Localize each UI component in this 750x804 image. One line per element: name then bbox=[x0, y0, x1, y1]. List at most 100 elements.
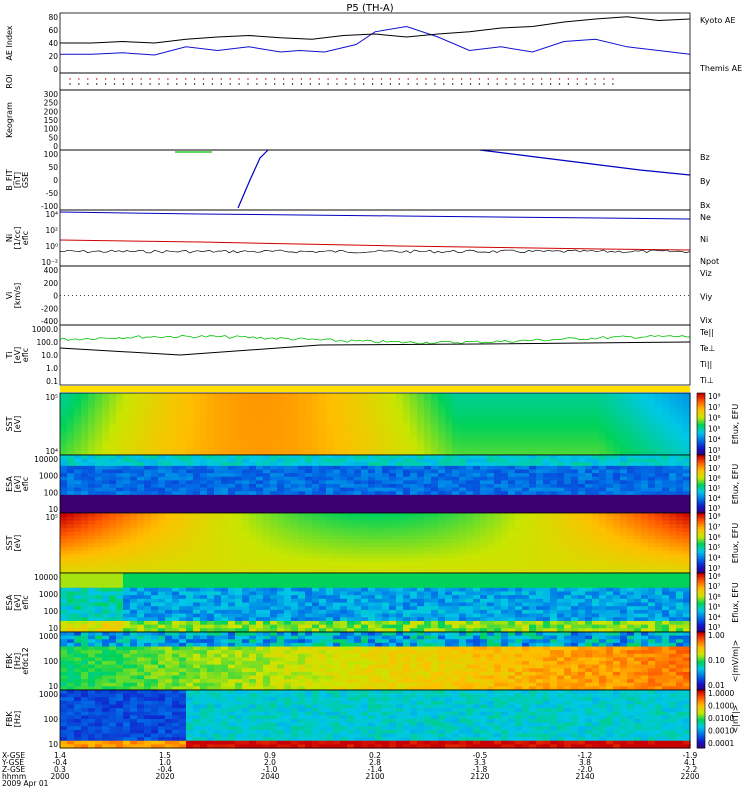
spectrogram-cell bbox=[452, 393, 460, 397]
spectrogram-cell bbox=[543, 432, 551, 436]
spectrogram-cell bbox=[375, 466, 383, 470]
roi-dot bbox=[363, 83, 364, 84]
spectrogram-cell bbox=[319, 551, 327, 555]
spectrogram-cell bbox=[270, 536, 278, 540]
spectrogram-cell bbox=[284, 397, 292, 401]
spectrogram-cell bbox=[165, 573, 173, 577]
spectrogram-cell bbox=[95, 466, 103, 470]
spectrogram-cell bbox=[515, 397, 523, 401]
spectrogram-cell bbox=[88, 580, 96, 584]
spectrogram-cell bbox=[403, 517, 411, 521]
spectrogram-cell bbox=[655, 455, 663, 459]
spectrogram-cell bbox=[396, 473, 404, 477]
spectrogram-cell bbox=[494, 521, 502, 525]
spectrogram-cell bbox=[515, 462, 523, 466]
spectrogram-cell bbox=[256, 477, 264, 481]
spectrogram-cell bbox=[193, 420, 201, 424]
spectrogram-cell bbox=[242, 455, 250, 459]
spectrogram-cell bbox=[403, 528, 411, 532]
spectrogram-cell bbox=[669, 543, 677, 547]
spectrogram-cell bbox=[410, 393, 418, 397]
spectrogram-cell bbox=[165, 502, 173, 506]
spectrogram-cell bbox=[634, 440, 642, 444]
spectrogram-cell bbox=[158, 424, 166, 428]
spectrogram-cell bbox=[389, 539, 397, 543]
spectrogram-cell bbox=[193, 462, 201, 466]
spectrogram-cell bbox=[340, 462, 348, 466]
spectrogram-cell bbox=[67, 606, 75, 610]
roi-dot bbox=[96, 78, 97, 79]
spectrogram-cell bbox=[382, 424, 390, 428]
spectrogram-cell bbox=[459, 473, 467, 477]
spectrogram-cell bbox=[466, 524, 474, 528]
spectrogram-cell bbox=[529, 506, 537, 510]
spectrogram-cell bbox=[676, 524, 684, 528]
spectrogram-cell bbox=[186, 401, 194, 405]
spectrogram-cell bbox=[550, 459, 558, 463]
spectrogram-cell bbox=[270, 524, 278, 528]
spectrogram-cell bbox=[613, 528, 621, 532]
spectrogram-cell bbox=[431, 428, 439, 432]
spectrogram-cell bbox=[487, 536, 495, 540]
spectrogram-cell bbox=[557, 447, 565, 451]
spectrogram-cell bbox=[347, 566, 355, 570]
spectrogram-cell bbox=[403, 409, 411, 413]
spectrogram-cell bbox=[683, 551, 691, 555]
spectrogram-cell bbox=[662, 436, 670, 440]
spectrogram-cell bbox=[109, 466, 117, 470]
spectrogram-cell bbox=[88, 573, 96, 577]
spectrogram-cell bbox=[186, 502, 194, 506]
spectrogram-cell bbox=[291, 543, 299, 547]
spectrogram-cell bbox=[522, 539, 530, 543]
spectrogram-cell bbox=[179, 455, 187, 459]
spectrogram-cell bbox=[228, 477, 236, 481]
spectrogram-cell bbox=[284, 499, 292, 503]
spectrogram-cell bbox=[431, 491, 439, 495]
spectrogram-cell bbox=[186, 524, 194, 528]
spectrogram-cell bbox=[410, 539, 418, 543]
spectrogram-cell bbox=[571, 397, 579, 401]
spectrogram-cell bbox=[452, 477, 460, 481]
spectrogram-cell bbox=[130, 506, 138, 510]
spectrogram-cell bbox=[487, 558, 495, 562]
spectrogram-cell bbox=[116, 543, 124, 547]
spectrogram-cell bbox=[354, 517, 362, 521]
spectrogram-cell bbox=[501, 473, 509, 477]
spectrogram-cell bbox=[389, 455, 397, 459]
spectrogram-cell bbox=[396, 499, 404, 503]
spectrogram-cell bbox=[487, 495, 495, 499]
spectrogram-cell bbox=[228, 488, 236, 492]
spectrogram-cell bbox=[305, 393, 313, 397]
spectrogram-cell bbox=[417, 536, 425, 540]
panel-temperature: 1000.0100.010.01.00.1Ti[eV]eflcTe||Te⊥Ti… bbox=[5, 325, 715, 386]
spectrogram-cell bbox=[683, 409, 691, 413]
spectrogram-cell bbox=[165, 591, 173, 595]
spectrogram-cell bbox=[347, 554, 355, 558]
spectrogram-cell bbox=[494, 513, 502, 517]
spectrogram-cell bbox=[263, 521, 271, 525]
spectrogram-cell bbox=[627, 443, 635, 447]
spectrogram-cell bbox=[319, 521, 327, 525]
spectrogram-cell bbox=[249, 562, 257, 566]
spectrogram-cell bbox=[102, 428, 110, 432]
spectrogram-cell bbox=[137, 524, 145, 528]
spectrogram-cell bbox=[669, 409, 677, 413]
spectrogram-cell bbox=[74, 543, 82, 547]
spectrogram-cell bbox=[102, 621, 110, 625]
spectrogram-cell bbox=[221, 484, 229, 488]
spectrogram-cell bbox=[88, 528, 96, 532]
spectrogram-cell bbox=[620, 420, 628, 424]
spectrogram-cell bbox=[368, 436, 376, 440]
spectrogram-cell bbox=[543, 409, 551, 413]
spectrogram-cell bbox=[550, 424, 558, 428]
spectrogram-cell bbox=[445, 566, 453, 570]
spectrogram-cell bbox=[186, 491, 194, 495]
spectrogram-cell bbox=[158, 455, 166, 459]
spectrogram-cell bbox=[88, 595, 96, 599]
spectrogram-cell bbox=[333, 554, 341, 558]
spectrogram-cell bbox=[242, 436, 250, 440]
spectrogram-cell bbox=[172, 488, 180, 492]
spectrogram-cell bbox=[193, 416, 201, 420]
spectrogram-cell bbox=[529, 466, 537, 470]
spectrogram-cell bbox=[669, 412, 677, 416]
